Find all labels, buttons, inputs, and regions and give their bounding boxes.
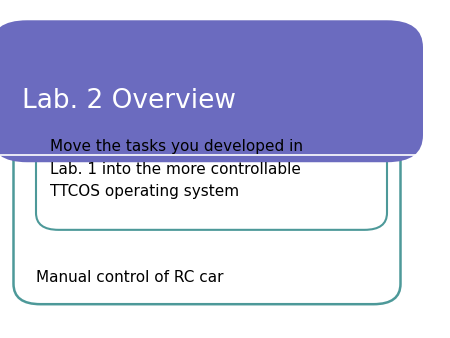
FancyBboxPatch shape — [14, 41, 400, 304]
Text: Lab. 2 Overview: Lab. 2 Overview — [22, 89, 237, 114]
Text: Move the tasks you developed in
Lab. 1 into the more controllable
TTCOS operatin: Move the tasks you developed in Lab. 1 i… — [50, 139, 302, 199]
FancyBboxPatch shape — [36, 101, 387, 230]
FancyBboxPatch shape — [0, 20, 423, 162]
Text: Manual control of RC car: Manual control of RC car — [36, 270, 224, 285]
